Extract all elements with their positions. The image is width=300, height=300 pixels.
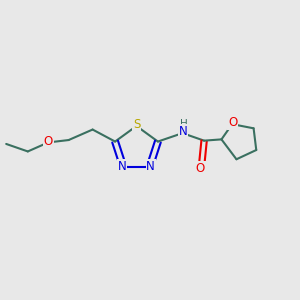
Text: H: H [179, 118, 187, 128]
Text: O: O [44, 135, 53, 148]
Text: N: N [118, 160, 127, 172]
Text: N: N [179, 125, 188, 138]
Text: O: O [196, 162, 205, 175]
Text: O: O [228, 116, 237, 129]
Text: S: S [133, 118, 140, 131]
Text: N: N [146, 160, 155, 172]
